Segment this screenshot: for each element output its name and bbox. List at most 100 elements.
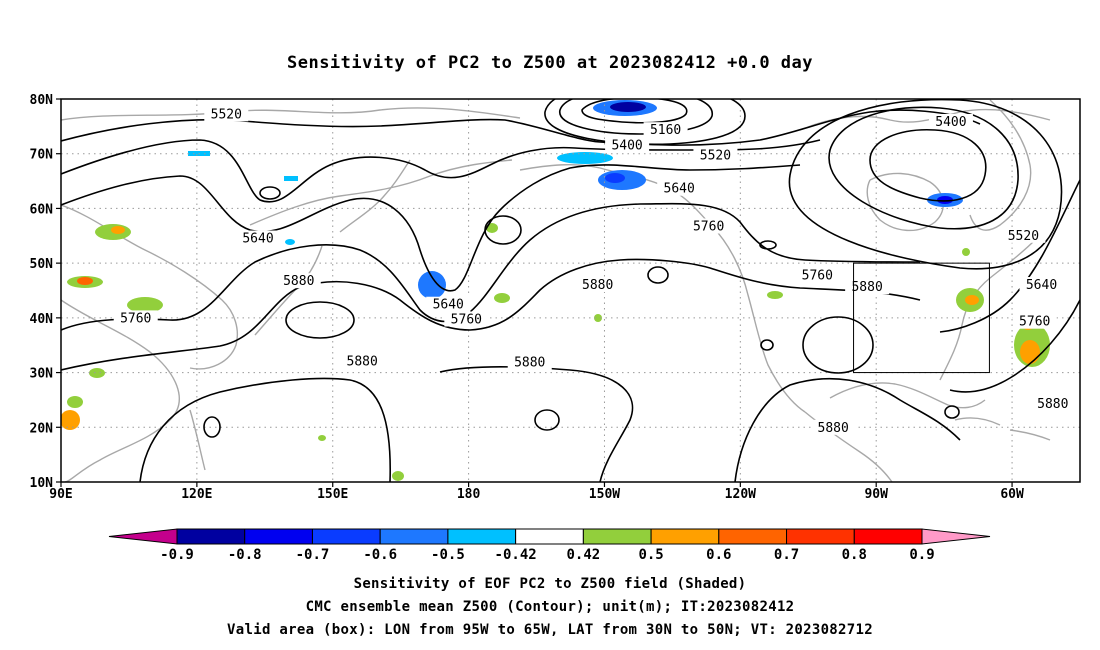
siberia-east-coast — [249, 159, 513, 226]
contour-label-bg — [444, 311, 489, 327]
contour-5880-south-west — [139, 377, 392, 482]
contour-5160 — [581, 99, 688, 124]
contour-label-text: 5400 — [935, 115, 966, 130]
shade-negative — [418, 271, 446, 299]
shade-positive — [494, 293, 510, 303]
sensitivity-shading — [61, 100, 1050, 481]
shade-positive — [61, 410, 80, 430]
shade-positive — [486, 223, 498, 233]
contour-label-text: 5880 — [1037, 397, 1068, 412]
contour-label-text: 5160 — [650, 123, 681, 138]
caribbean-islands — [954, 417, 1051, 441]
contour-label-text: 5760 — [1019, 315, 1050, 330]
contour-label-text: 5880 — [347, 355, 378, 370]
contour-label: 5880 — [340, 353, 385, 370]
shade-positive — [127, 297, 163, 313]
contour-label-text: 5520 — [211, 107, 242, 122]
contour-label-text: 5880 — [514, 356, 545, 371]
contour-label-bg — [204, 106, 249, 122]
lat-tick-label: 50N — [30, 257, 54, 272]
colorbar-segment — [853, 528, 923, 545]
colorbar-tick-label: -0.8 — [228, 547, 262, 563]
lat-tick-label: 30N — [30, 367, 54, 382]
contour-label-bg — [686, 218, 731, 234]
colorbar-segment — [379, 528, 449, 545]
contour-label: 5760 — [1012, 313, 1057, 330]
contour-label-bg — [507, 354, 552, 370]
contour-closed-high — [203, 416, 221, 438]
contour-label: 5880 — [575, 277, 620, 293]
map-frame — [60, 98, 1081, 483]
contour-label-bg — [236, 230, 281, 246]
shade-positive — [767, 291, 783, 299]
contour-5880-south-east — [734, 377, 961, 482]
contour-closed-high — [802, 316, 874, 374]
caption-line-2: CMC ensemble mean Z500 (Contour); unit(m… — [306, 599, 795, 615]
colorbar-tick-label: 0.9 — [909, 547, 934, 563]
contour-label-bg — [693, 147, 738, 163]
shade-positive — [89, 368, 105, 378]
contour-label-text: 5640 — [242, 232, 273, 247]
colorbar-segment — [718, 528, 788, 545]
contour-label: 5760 — [686, 218, 731, 234]
contour-label-bg — [575, 277, 620, 293]
lon-tick-label: 150E — [317, 487, 348, 502]
caption-line-1: Sensitivity of EOF PC2 to Z500 field (Sh… — [354, 576, 747, 592]
colorbar-tick-label: -0.7 — [296, 547, 330, 563]
contour-label-text: 5520 — [700, 148, 731, 163]
contour-label: 5880 — [811, 419, 856, 436]
colorbar-tick-label: 0.7 — [774, 547, 799, 563]
lon-tick-label: 90E — [49, 487, 72, 502]
contour-label: 5640 — [426, 296, 471, 313]
contour-label: 5880 — [845, 279, 890, 295]
contour-closed-high — [285, 301, 355, 339]
contour-label-bg — [928, 113, 973, 129]
shade-positive — [111, 226, 125, 234]
colorbar-tick-label: 0.6 — [706, 547, 731, 563]
shade-positive — [965, 295, 979, 305]
shade-negative — [605, 173, 625, 183]
lon-tick-label: 150W — [589, 487, 620, 502]
colorbar-triangle-min — [108, 528, 178, 545]
lat-tick-label: 70N — [30, 148, 54, 163]
contour-label: 5760 — [444, 311, 489, 327]
shade-positive — [77, 277, 93, 285]
shade-positive — [1020, 340, 1040, 364]
colorbar-segment — [582, 528, 652, 545]
colorbar-tick-label: 0.8 — [842, 547, 867, 563]
gridlines — [61, 99, 1080, 482]
shade-positive — [67, 396, 83, 408]
contour-5640 — [61, 164, 801, 292]
contour-label-text: 5760 — [693, 219, 724, 234]
contour-label: 5880 — [507, 354, 552, 371]
contour-label: 5640 — [236, 230, 281, 247]
contour-5880-east — [949, 299, 1080, 393]
contour-label-text: 5880 — [582, 278, 613, 293]
contour-label-bg — [657, 180, 702, 196]
contour-closed-high — [760, 339, 774, 351]
lon-tick-label: 120E — [181, 487, 212, 502]
contour-label-text: 5880 — [283, 274, 314, 289]
contour-label: 5640 — [1019, 277, 1064, 293]
hudson-bay — [866, 172, 944, 232]
contour-label-bg — [1019, 277, 1064, 293]
shade-positive — [962, 248, 970, 256]
contour-label-bg — [1012, 313, 1057, 329]
plot-title: Sensitivity of PC2 to Z500 at 2023082412… — [287, 53, 813, 73]
colorbar-tick-label: 0.42 — [567, 547, 601, 563]
lon-tick-label: 120W — [725, 487, 756, 502]
colorbar-tick-label: -0.6 — [363, 547, 397, 563]
colorbar-segment — [176, 528, 246, 545]
colorbar-segment — [311, 528, 381, 545]
shade-positive — [594, 314, 602, 322]
contour-label: 5640 — [657, 180, 702, 197]
contour-label-bg — [845, 279, 890, 295]
lat-tick-label: 80N — [30, 93, 54, 108]
kamchatka-outline — [339, 159, 411, 233]
lat-tick-label: 60N — [30, 202, 54, 217]
contour-label: 5760 — [113, 310, 158, 326]
colorbar-triangle-max — [921, 528, 991, 545]
lat-tick-label: 10N — [30, 476, 54, 491]
